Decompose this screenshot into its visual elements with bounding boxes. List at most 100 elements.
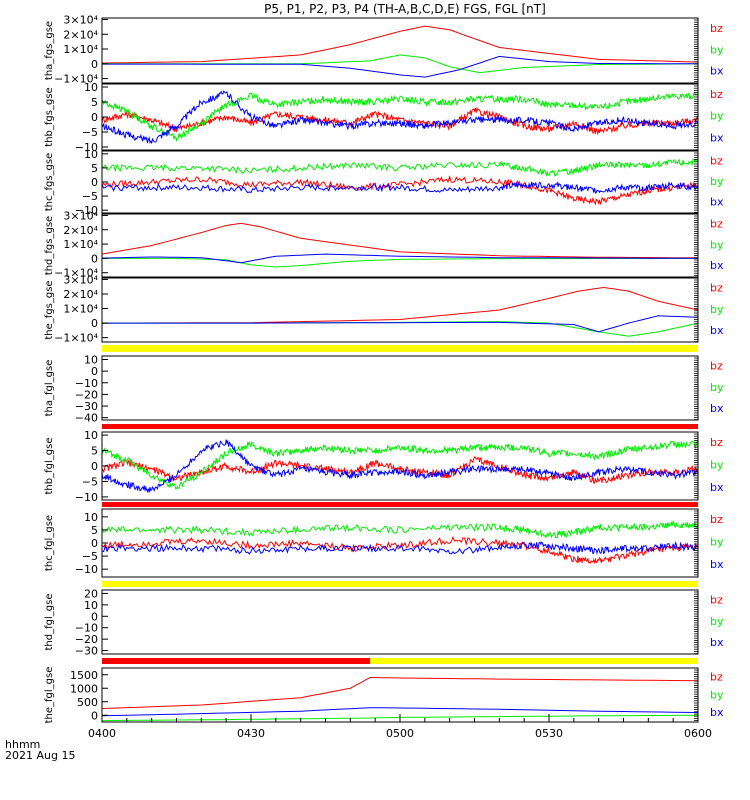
y-tick-label: −5 [82,550,98,563]
legend-bx: bx [710,402,724,415]
panel-frame [101,431,699,501]
series-bz [101,175,699,206]
y-tick-label: 10 [84,599,98,612]
series-bz [101,222,699,259]
legend-bz: bz [710,88,723,101]
y-tick-label: −10 [75,491,98,504]
flag-segment [102,581,698,587]
y-tick-label: 0 [91,58,98,71]
y-tick-label: 10 [84,81,98,94]
y-tick-label: 500 [77,696,98,709]
y-tick-label: 5 [91,445,98,458]
y-tick-label: 2×10⁴ [63,288,98,301]
y-tick-label: −5 [82,475,98,488]
flag-bar-2 [102,424,698,429]
y-tick-label: −30 [75,400,98,413]
legend-bx: bx [710,195,724,208]
series-by [101,439,699,490]
series-by [102,257,698,268]
series-bz [101,25,699,64]
flag-bar-5 [102,658,698,664]
y-tick-label: 1500 [70,669,98,682]
y-tick-label: 0 [91,176,98,189]
y-tick-label: 10 [84,353,98,366]
series-bz [101,536,699,565]
flag-segment [102,345,698,352]
panel-thb_fgl_gse: 10 5 0 −5 −10 thb_fgl_gse bz by bx [44,429,724,504]
y-tick-label: −5 [82,190,98,203]
series-by [101,519,699,539]
panel-thb_fgs_gse: 10 5 0 −5 −10 thb_fgs_gse bz by bx [44,81,724,154]
series-by [101,158,699,177]
y-tick-label: −10 [75,204,98,217]
y-tick-label: 3×10⁴ [63,273,98,286]
y-tick-label: 20 [84,587,98,600]
series-bx [101,90,699,145]
y-tick-label: −40 [75,412,98,425]
legend-by: by [710,43,724,56]
legend-by: by [710,688,724,701]
y-tick-label: 0 [91,709,98,722]
series-bz [101,677,699,709]
legend-bx: bx [710,481,724,494]
y-tick-label: 0 [91,537,98,550]
y-tick-label: −10 [75,563,98,576]
legend-bx: bx [710,636,724,649]
legend-bz: bz [710,436,723,449]
series-bx [101,707,699,717]
y-tick-label: 1×10⁴ [63,238,98,251]
x-tick-label: 0430 [237,727,265,740]
series-bx [101,439,699,493]
y-tick-label: 1×10⁴ [63,303,98,316]
y-axis-label: thb_fgs_gse [44,87,55,146]
y-tick-label: 3×10⁴ [63,13,98,26]
y-tick-label: −1×10⁴ [54,73,98,86]
plot-title: P5, P1, P2, P3, P4 (TH-A,B,C,D,E) FGS, F… [264,2,546,16]
legend-bz: bz [710,670,723,683]
x-tick-label: 0600 [684,727,712,740]
y-tick-label: 5 [91,96,98,109]
y-tick-label: 2×10⁴ [63,224,98,237]
y-axis-label: thc_fgl_gse [44,515,55,571]
series-bx [101,253,699,264]
y-tick-label: 0 [91,610,98,623]
y-tick-label: 1000 [70,682,98,695]
y-tick-label: 0 [91,460,98,473]
y-tick-label: −10 [75,141,98,154]
legend-bx: bx [710,131,724,144]
y-tick-label: −20 [75,633,98,646]
series-bx [102,315,699,333]
time-format-label: hhmm [5,738,40,751]
legend-bz: bz [710,360,723,373]
panel-frame [101,213,699,278]
flag-segment [102,502,698,507]
y-tick-label: −10 [75,622,98,635]
y-tick-label: 0 [91,317,98,330]
y-axis-label: thb_fgl_gse [44,438,55,495]
x-tick-label: 0400 [88,727,116,740]
y-tick-label: −1×10⁴ [54,267,98,280]
legend-bz: bz [710,22,723,35]
panel-frame [101,589,699,655]
series-bx [101,540,699,555]
legend-by: by [710,615,724,628]
y-tick-label: −20 [75,388,98,401]
flag-segment [102,424,698,429]
flag-bar-3 [102,502,698,507]
y-tick-label: 0 [91,252,98,265]
x-tick-label: 0500 [386,727,414,740]
series-bz [101,106,699,136]
y-tick-label: −1×10⁴ [54,332,98,345]
y-axis-label: thc_fgs_gse [44,153,55,212]
y-tick-label: 5 [91,524,98,537]
y-tick-label: −30 [75,645,98,658]
legend-by: by [710,459,724,472]
flag-bar-1 [102,345,698,352]
